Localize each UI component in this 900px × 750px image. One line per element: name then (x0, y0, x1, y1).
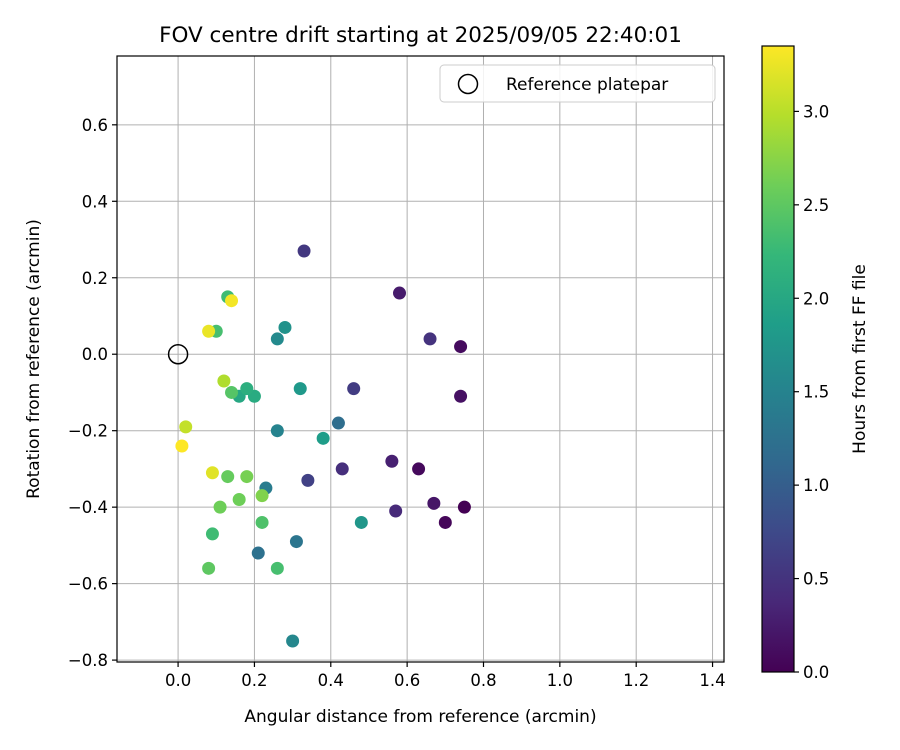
legend-box (439, 64, 716, 103)
scatter-point (251, 546, 265, 560)
scatter-point (412, 462, 426, 476)
scatter-point (335, 462, 349, 476)
scatter-point (286, 634, 300, 648)
y-tick-label: 0.0 (82, 345, 108, 364)
scatter-point (347, 382, 361, 396)
x-tick-label: 1.2 (623, 671, 649, 690)
scatter-point (225, 294, 239, 308)
x-tick-label: 1.4 (699, 671, 725, 690)
scatter-point (202, 324, 216, 338)
scatter-point (427, 496, 441, 510)
y-tick-label: 0.6 (82, 116, 108, 135)
scatter-point (221, 470, 235, 484)
y-tick-label: 0.4 (82, 192, 108, 211)
y-axis-ticks: −0.8 −0.6 −0.4 −0.2 0.0 0.2 0.4 0.6 (68, 116, 117, 670)
colorbar-tick-label: 0.0 (803, 663, 829, 682)
scatter-points (175, 244, 471, 648)
y-tick-label: 0.2 (82, 269, 108, 288)
scatter-point (316, 431, 330, 445)
x-tick-label: 0.0 (165, 671, 191, 690)
scatter-point (205, 527, 219, 541)
colorbar-label: Hours from first FF file (850, 264, 870, 454)
scatter-point (354, 515, 368, 529)
reference-platepar-marker (167, 343, 189, 365)
y-tick-label: −0.6 (68, 575, 108, 594)
x-axis-label: Angular distance from reference (arcmin) (244, 707, 596, 727)
scatter-point (255, 515, 269, 529)
x-tick-label: 0.6 (394, 671, 420, 690)
scatter-point (457, 500, 471, 514)
scatter-point (385, 454, 399, 468)
scatter-point (213, 500, 227, 514)
scatter-point (393, 286, 407, 300)
scatter-point (289, 535, 303, 549)
y-axis-label: Rotation from reference (arcmin) (24, 219, 44, 499)
scatter-point (270, 561, 284, 575)
colorbar-tick-label: 1.5 (803, 383, 829, 402)
x-axis-ticks: 0.0 0.2 0.4 0.6 0.8 1.0 1.2 1.4 (165, 662, 726, 690)
scatter-point (217, 374, 231, 388)
colorbar-tick-label: 2.5 (803, 196, 829, 215)
x-tick-label: 0.2 (241, 671, 267, 690)
colorbar-ticks: 0.0 0.5 1.0 1.5 2.0 2.5 3.0 (794, 102, 829, 682)
scatter-point (270, 332, 284, 346)
scatter-point (454, 389, 468, 403)
colorbar-tick-label: 1.0 (803, 476, 829, 495)
scatter-point (270, 424, 284, 438)
scatter-point (454, 340, 468, 354)
scatter-point (255, 489, 269, 503)
x-tick-label: 1.0 (547, 671, 573, 690)
chart-title: FOV centre drift starting at 2025/09/05 … (159, 23, 682, 48)
scatter-point (297, 244, 311, 258)
scatter-point (423, 332, 437, 346)
x-tick-label: 0.4 (318, 671, 344, 690)
scatter-point (232, 493, 246, 507)
scatter-point (438, 515, 452, 529)
scatter-point (179, 420, 193, 434)
colorbar-tick-label: 0.5 (803, 570, 829, 589)
legend-entry-reference-platepar: Reference platepar (506, 75, 668, 95)
colorbar: 0.0 0.5 1.0 1.5 2.0 2.5 3.0 Hours from first F… (761, 45, 870, 682)
scatter-point (225, 385, 239, 399)
legend-open-circle-icon (457, 73, 479, 95)
scatter-point (175, 439, 189, 453)
y-tick-label: −0.4 (68, 498, 108, 517)
y-tick-label: −0.2 (68, 422, 108, 441)
scatter-point (202, 561, 216, 575)
colorbar-tick-label: 2.0 (803, 289, 829, 308)
colorbar-tick-label: 3.0 (803, 102, 829, 121)
colorbar-frame (761, 45, 795, 673)
scatter-point (389, 504, 403, 518)
scatter-point (278, 320, 292, 334)
plot-frame (116, 55, 725, 663)
scatter-point (240, 382, 254, 396)
reference-point-circle (167, 343, 189, 365)
scatter-point (293, 382, 307, 396)
scatter-point (331, 416, 345, 430)
y-tick-label: −0.8 (68, 651, 108, 670)
scatter-point (301, 473, 315, 487)
colorbar-gradient (762, 46, 794, 672)
legend: Reference platepar (439, 64, 716, 103)
scatter-point (205, 466, 219, 480)
scatter-point (240, 470, 254, 484)
x-tick-label: 0.8 (470, 671, 496, 690)
